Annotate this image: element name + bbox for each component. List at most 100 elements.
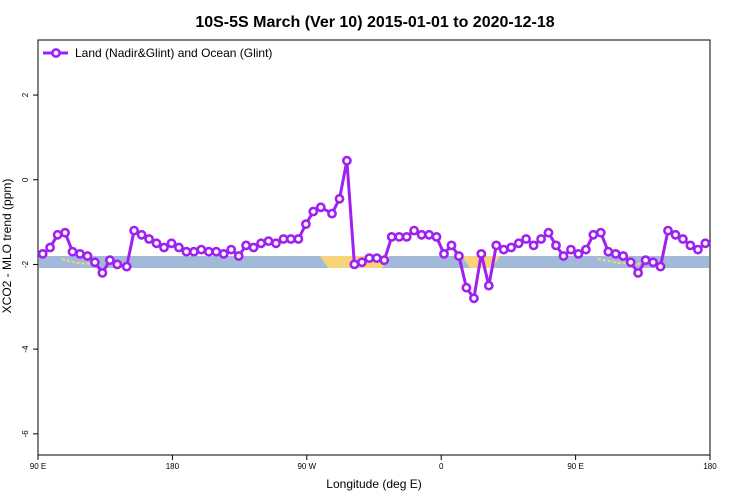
data-point [271, 238, 281, 249]
data-point [379, 255, 390, 266]
x-tick-label: 90 E [30, 462, 46, 471]
data-point [52, 229, 63, 240]
legend-label: Land (Nadir&Glint) and Ocean (Glint) [75, 46, 272, 60]
data-point [439, 248, 449, 259]
island-band-0 [61, 258, 93, 265]
data-point [558, 251, 569, 261]
data-point [181, 246, 192, 257]
data-point [648, 257, 658, 268]
x-tick-label: 180 [703, 462, 717, 471]
data-point [218, 248, 229, 259]
data-point [618, 251, 629, 261]
data-point [476, 248, 487, 259]
plot-frame [37, 39, 711, 456]
data-point [693, 244, 703, 255]
data-point [75, 248, 85, 259]
data-point [285, 234, 296, 244]
data-point [498, 244, 509, 255]
data-point [536, 234, 546, 244]
y-tick-label: 2 [21, 92, 30, 97]
data-point [416, 229, 427, 240]
data-point [491, 240, 502, 251]
data-point [144, 234, 154, 244]
data-point [551, 240, 561, 251]
data-point [226, 244, 237, 255]
data-point [521, 234, 531, 244]
data-point [566, 244, 576, 255]
data-point [121, 261, 132, 272]
data-point [37, 248, 48, 259]
data-point [468, 293, 479, 304]
data-point [248, 242, 259, 253]
data-point [483, 280, 494, 291]
y-axis-label: XCO2 - MLO trend (ppm) [0, 179, 14, 314]
data-point [203, 246, 214, 257]
x-tick-label: 90 W [297, 462, 316, 471]
data-point [700, 238, 711, 249]
data-point [506, 242, 517, 253]
data-point [461, 282, 472, 293]
data-point [166, 238, 177, 249]
data-point [327, 208, 337, 219]
data-point [241, 240, 251, 251]
data-point [341, 155, 352, 166]
x-axis: 90 E 180 90 W 0 90 E 180 [30, 455, 717, 471]
data-point [90, 257, 100, 268]
chart-title: 10S-5S March (Ver 10) 2015-01-01 to 2020… [195, 14, 554, 31]
data-point [173, 242, 184, 253]
data-point [105, 255, 115, 266]
data-point [263, 236, 274, 246]
data-point [45, 242, 55, 253]
data-point [293, 234, 304, 244]
data-point [97, 267, 108, 278]
data-point [625, 257, 636, 268]
x-tick-label: 180 [166, 462, 180, 471]
data-point [588, 229, 599, 240]
series-line [41, 159, 707, 300]
y-tick-label: -6 [21, 430, 30, 438]
y-tick-label: -4 [21, 345, 30, 353]
data-point [364, 253, 375, 263]
y-axis: 2 0 -2 -4 -6 [21, 92, 38, 437]
data-point [356, 257, 367, 268]
data-point [685, 240, 696, 251]
data-point [670, 229, 681, 240]
data-point [159, 242, 169, 253]
y-tick-label: -2 [21, 260, 30, 268]
data-point [371, 253, 382, 263]
data-point [431, 231, 442, 242]
data-point [308, 206, 319, 217]
data-point [663, 225, 673, 236]
data-point [196, 244, 207, 255]
data-point [394, 231, 405, 242]
y-tick-label: 0 [21, 177, 30, 182]
data-point [610, 248, 621, 259]
data-point [528, 240, 539, 251]
data-point [401, 231, 412, 242]
data-point [543, 227, 554, 238]
data-point [409, 225, 419, 236]
data-point [151, 238, 162, 249]
data-point [678, 234, 688, 244]
data-point [640, 255, 651, 266]
data-point [595, 227, 606, 238]
legend-marker-swatch [51, 48, 61, 58]
data-point [136, 229, 147, 240]
data-point [453, 251, 464, 261]
data-point [67, 246, 78, 257]
x-tick-label: 0 [439, 462, 444, 471]
data-point [315, 202, 326, 213]
data-point [334, 193, 345, 204]
series-layer [37, 155, 711, 304]
data-point [446, 240, 457, 251]
data-point [233, 251, 244, 261]
data-point [112, 259, 123, 270]
x-axis-label: Longitude (deg E) [326, 477, 421, 491]
data-point [513, 238, 524, 249]
data-point [581, 244, 591, 255]
x-tick-label: 90 E [567, 462, 583, 471]
data-point [386, 231, 397, 242]
legend: Land (Nadir&Glint) and Ocean (Glint) [43, 46, 272, 60]
data-point [129, 225, 139, 236]
